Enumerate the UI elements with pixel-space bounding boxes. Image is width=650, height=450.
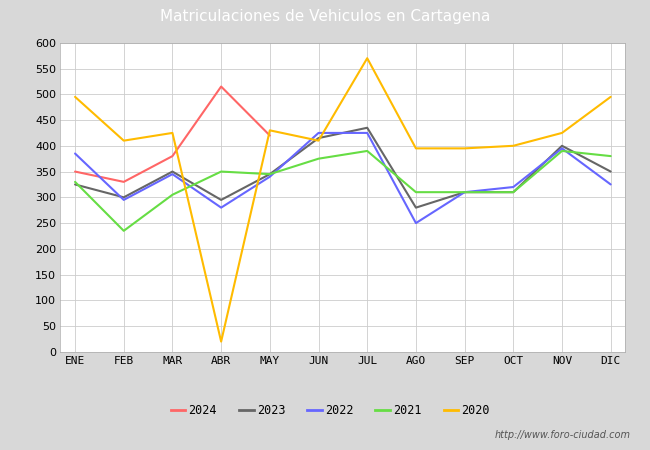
Line: 2023: 2023 bbox=[75, 128, 611, 207]
2020 bbox=[510, 143, 517, 148]
Text: Matriculaciones de Vehiculos en Cartagena: Matriculaciones de Vehiculos en Cartagen… bbox=[160, 9, 490, 24]
2022 bbox=[120, 197, 127, 202]
Text: 2024: 2024 bbox=[188, 404, 217, 417]
2022 bbox=[510, 184, 517, 190]
2021 bbox=[168, 192, 176, 198]
Line: 2021: 2021 bbox=[75, 151, 611, 231]
Text: http://www.foro-ciudad.com: http://www.foro-ciudad.com bbox=[495, 430, 630, 440]
2023 bbox=[558, 143, 566, 148]
2021 bbox=[120, 228, 127, 234]
2023 bbox=[363, 125, 371, 130]
2021 bbox=[71, 179, 79, 184]
2021 bbox=[461, 189, 469, 195]
2020 bbox=[315, 138, 322, 144]
2022 bbox=[461, 189, 469, 195]
2021 bbox=[607, 153, 615, 159]
2021 bbox=[412, 189, 420, 195]
2022 bbox=[412, 220, 420, 226]
2023 bbox=[461, 189, 469, 195]
2022 bbox=[607, 182, 615, 187]
2023 bbox=[412, 205, 420, 210]
2022 bbox=[315, 130, 322, 135]
2022 bbox=[71, 151, 79, 156]
2020 bbox=[71, 94, 79, 99]
Line: 2022: 2022 bbox=[75, 133, 611, 223]
2023 bbox=[71, 182, 79, 187]
2020 bbox=[558, 130, 566, 135]
2020 bbox=[266, 128, 274, 133]
2023 bbox=[315, 135, 322, 141]
Text: 2023: 2023 bbox=[257, 404, 285, 417]
2022 bbox=[168, 171, 176, 177]
2022 bbox=[558, 146, 566, 151]
2024 bbox=[120, 179, 127, 184]
2023 bbox=[168, 169, 176, 174]
2020 bbox=[363, 55, 371, 61]
2021 bbox=[558, 148, 566, 153]
2021 bbox=[510, 189, 517, 195]
2020 bbox=[120, 138, 127, 144]
2021 bbox=[315, 156, 322, 162]
2024 bbox=[266, 133, 274, 138]
2022 bbox=[217, 205, 225, 210]
2024 bbox=[168, 153, 176, 159]
Line: 2020: 2020 bbox=[75, 58, 611, 342]
2022 bbox=[266, 174, 274, 180]
2023 bbox=[607, 169, 615, 174]
Text: 2021: 2021 bbox=[393, 404, 422, 417]
2023 bbox=[266, 171, 274, 177]
2021 bbox=[266, 171, 274, 177]
2021 bbox=[363, 148, 371, 153]
2020 bbox=[461, 146, 469, 151]
2020 bbox=[412, 146, 420, 151]
2020 bbox=[168, 130, 176, 135]
2020 bbox=[607, 94, 615, 99]
Text: 2022: 2022 bbox=[325, 404, 354, 417]
2023 bbox=[217, 197, 225, 202]
2024 bbox=[217, 84, 225, 89]
2020 bbox=[217, 339, 225, 344]
2023 bbox=[120, 194, 127, 200]
Text: 2020: 2020 bbox=[462, 404, 490, 417]
2024 bbox=[71, 169, 79, 174]
Line: 2024: 2024 bbox=[75, 86, 270, 182]
2022 bbox=[363, 130, 371, 135]
2023 bbox=[510, 189, 517, 195]
2021 bbox=[217, 169, 225, 174]
